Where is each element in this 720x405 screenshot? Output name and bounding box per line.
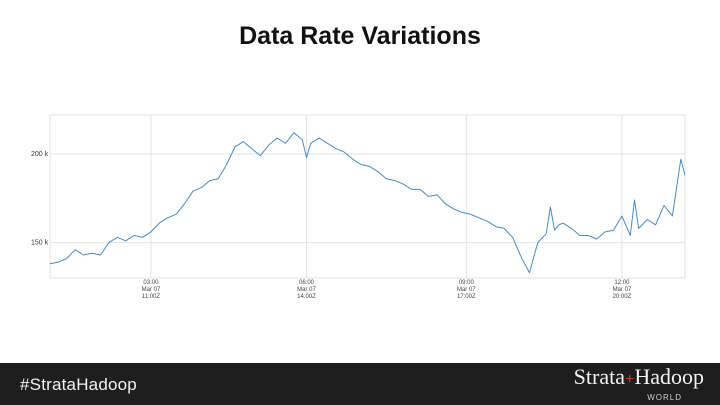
x-tick-label: 20:00Z xyxy=(613,294,632,300)
x-tick-label: 12:00 xyxy=(614,280,630,286)
y-tick-label: 200 k xyxy=(31,151,49,158)
x-tick-label: Mar 07 xyxy=(142,287,161,293)
brand-left: Strata xyxy=(573,364,625,389)
hashtag-label: #StrataHadoop xyxy=(20,375,137,394)
data-rate-line xyxy=(49,132,686,274)
plot-area xyxy=(50,115,685,278)
footer-bar: #StrataHadoop Strata+Hadoop WORLD xyxy=(0,363,720,405)
x-tick-label: 03:00 xyxy=(143,280,159,286)
y-tick-label: 150 k xyxy=(31,240,49,247)
x-tick-label: 17:00Z xyxy=(457,294,476,300)
grid-lines xyxy=(49,114,686,279)
x-tick-label: 06:00 xyxy=(299,280,315,286)
slide-title: Data Rate Variations xyxy=(239,22,481,50)
x-tick-label: Mar 07 xyxy=(457,287,476,293)
brand-wordmark: Strata+Hadoop xyxy=(574,365,704,392)
brand-plus: + xyxy=(625,371,635,388)
brand-sub: WORLD xyxy=(647,393,682,402)
y-axis-ticks: 150 k 200 k xyxy=(31,151,49,247)
x-tick-label: Mar 07 xyxy=(297,287,316,293)
x-tick-label: 09:00 xyxy=(459,280,475,286)
x-tick-label: 11:00Z xyxy=(142,294,161,300)
brand-logo: Strata+Hadoop WORLD xyxy=(574,365,704,403)
x-tick-label: 14:00Z xyxy=(297,294,316,300)
brand-right: Hadoop xyxy=(634,364,704,389)
plot-border xyxy=(49,114,686,279)
x-tick-label: Mar 07 xyxy=(613,287,632,293)
